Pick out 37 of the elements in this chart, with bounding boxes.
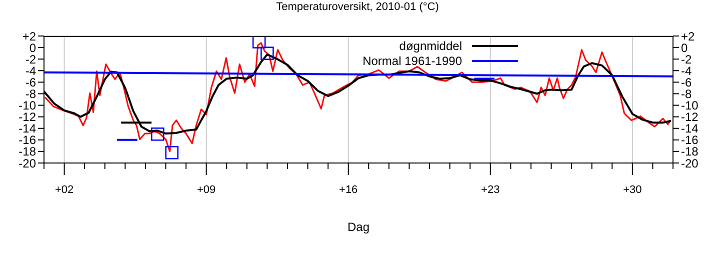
legend-label: døgnmiddel [399, 38, 462, 52]
y-tick-label: -2 [25, 52, 36, 66]
y2-tick-label: -16 [681, 133, 699, 148]
y2-tick-label: -10 [681, 98, 699, 113]
y2-tick-label: 0 [681, 40, 688, 55]
y-tick-label: -14 [18, 122, 36, 136]
y-tick-label: -16 [18, 133, 36, 148]
y-tick-label: 0 [29, 40, 36, 55]
point [260, 46, 274, 60]
y-tick-label: -20 [18, 156, 36, 170]
x-tick-label: +02 [54, 184, 74, 196]
chart-title: Temperaturoversikt, 2010-01 (°C) [275, 1, 440, 13]
y-tick-label: -6 [25, 75, 36, 90]
y-tick-label: -8 [25, 86, 36, 101]
point [252, 36, 266, 48]
y-tick-label: -10 [18, 98, 36, 113]
y-tick-label: -18 [18, 144, 36, 159]
y2-tick-label: -14 [681, 122, 699, 136]
y2-tick-label: -8 [681, 86, 692, 101]
x-tick-label: +16 [339, 184, 358, 196]
y2-tick-label: -4 [681, 64, 692, 78]
y2-tick-label: -12 [681, 110, 699, 124]
y2-tick-label: -18 [681, 144, 699, 159]
x-axis-title: Dag [347, 220, 370, 234]
y-tick-label: +2 [22, 29, 36, 44]
legend-label: Normal 1961-1990 [362, 54, 462, 68]
point [165, 146, 178, 160]
y2-tick-label: -20 [681, 156, 699, 170]
y-tick-label: -12 [18, 110, 36, 124]
x-tick-label: +23 [481, 184, 500, 196]
point [150, 127, 164, 141]
x-tick-label: +09 [196, 184, 216, 196]
y-tick-label: -4 [25, 64, 36, 78]
y2-tick-label: +2 [681, 29, 696, 44]
y2-tick-label: -2 [681, 52, 692, 66]
x-tick-label: +30 [623, 184, 642, 196]
y2-tick-label: -6 [681, 75, 692, 90]
